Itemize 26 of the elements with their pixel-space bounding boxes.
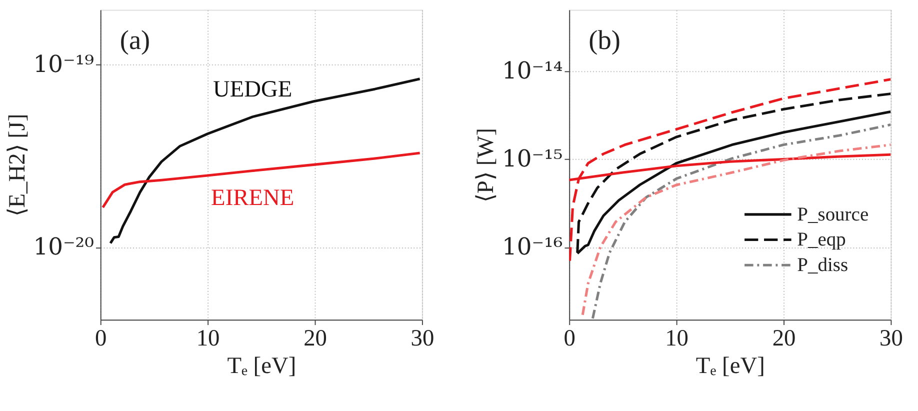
y-tick-label: 10⁻¹⁴: [502, 56, 563, 85]
x-tick-label: 30: [410, 326, 434, 352]
series-label: UEDGE: [212, 76, 292, 102]
y-tick-label: 10⁻¹⁵: [502, 144, 563, 173]
x-axis-title: Tₑ [eV]: [696, 352, 765, 379]
annotation: (b): [588, 24, 620, 55]
x-tick-label: 0: [564, 326, 576, 352]
y-axis-title: ⟨P⟩ [W]: [473, 128, 500, 202]
legend-label: P_source: [797, 204, 869, 226]
x-tick-label: 0: [95, 326, 107, 352]
x-axis-title: Tₑ [eV]: [227, 352, 296, 379]
y-axis-title: ⟨E_H2⟩ [J]: [4, 114, 30, 217]
x-tick-label: 20: [772, 326, 796, 352]
x-tick-label: 10: [196, 326, 220, 352]
x-tick-label: 20: [304, 326, 327, 352]
line-series: [102, 152, 422, 209]
y-tick-label: 10⁻¹⁶: [502, 232, 563, 261]
y-tick-label: 10⁻¹⁹: [33, 50, 94, 78]
x-tick-label: 10: [665, 326, 688, 352]
series-label: EIRENE: [211, 184, 294, 211]
y-tick-label: 10⁻²⁰: [33, 232, 94, 260]
x-tick-label: 30: [880, 326, 903, 352]
legend-label: P_eqp: [797, 230, 846, 251]
line-series: [109, 78, 422, 244]
annotation: (a): [120, 24, 150, 55]
legend-label: P_diss: [797, 254, 848, 276]
